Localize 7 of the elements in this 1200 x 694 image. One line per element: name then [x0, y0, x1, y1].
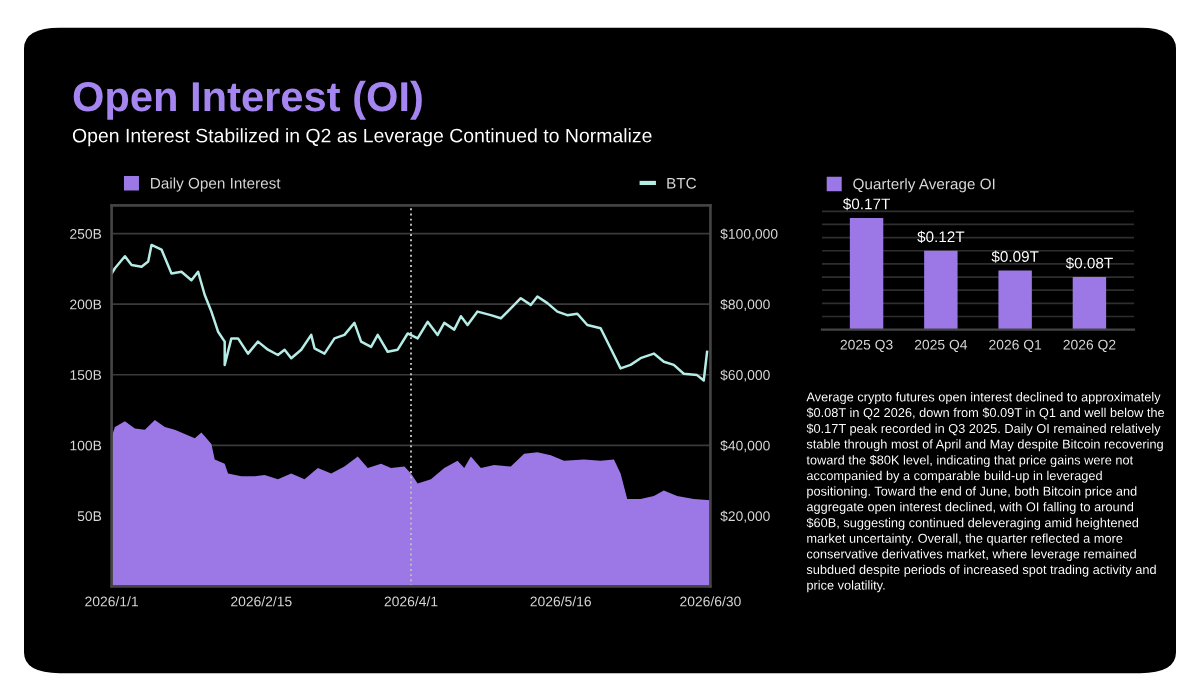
bar: [1072, 277, 1107, 330]
bar: [924, 250, 958, 330]
line-series: [111, 243, 709, 382]
bar: [998, 270, 1032, 330]
chart-title: Open Interest (OI): [73, 80, 422, 120]
chart-subtitle: Open Interest Stabilized in Q2 as Leverage Continued to Normalize: [72, 128, 652, 147]
bar: [849, 217, 884, 330]
